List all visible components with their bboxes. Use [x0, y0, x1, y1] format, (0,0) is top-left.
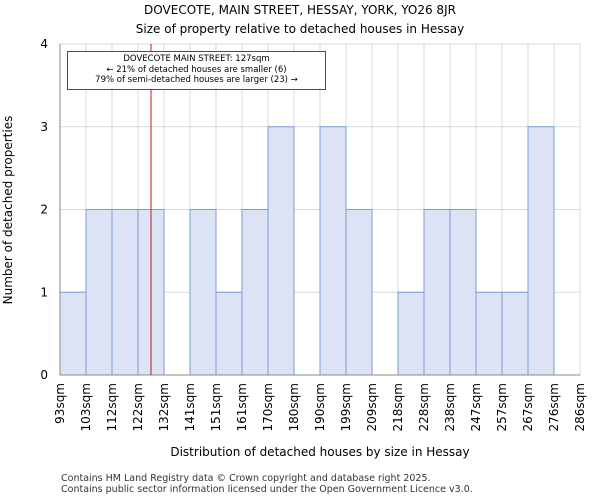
bar — [189, 209, 217, 376]
x-tick-label: 93sqm — [53, 383, 67, 424]
x-tick-label: 180sqm — [287, 383, 301, 431]
footer-licence: Contains public sector information licen… — [61, 484, 473, 495]
chart-subtitle: Size of property relative to detached ho… — [135, 22, 465, 36]
x-tick-label: 132sqm — [157, 383, 171, 431]
x-tick-label: 228sqm — [417, 383, 431, 431]
bar — [59, 291, 87, 376]
x-tick-label: 257sqm — [495, 383, 509, 431]
bar — [319, 126, 347, 376]
annotation-line-2: ← 21% of detached houses are smaller (6) — [106, 64, 287, 75]
bar — [449, 209, 477, 376]
x-tick-label: 170sqm — [261, 383, 275, 431]
x-tick-label: 247sqm — [469, 383, 483, 431]
bar — [85, 209, 113, 376]
bar — [345, 209, 373, 376]
y-tick-label: 0 — [40, 368, 48, 382]
x-tick-label: 218sqm — [391, 383, 405, 431]
bar — [397, 291, 425, 376]
annotation-line-1: DOVECOTE MAIN STREET: 127sqm — [123, 54, 270, 64]
marker-annotation-box: DOVECOTE MAIN STREET: 127sqm ← 21% of de… — [67, 51, 326, 90]
x-tick-label: 151sqm — [209, 383, 223, 431]
x-tick-label: 267sqm — [521, 383, 535, 431]
y-tick-label: 2 — [40, 203, 48, 217]
y-tick-label: 4 — [40, 37, 48, 51]
x-tick-label: 112sqm — [105, 383, 119, 431]
x-tick-label: 122sqm — [131, 383, 145, 431]
bar — [527, 126, 555, 376]
footer-copyright: Contains HM Land Registry data © Crown c… — [61, 473, 431, 484]
bar — [501, 291, 529, 376]
bar — [241, 209, 269, 376]
chart-title: DOVECOTE, MAIN STREET, HESSAY, YORK, YO2… — [144, 3, 456, 17]
x-axis-label: Distribution of detached houses by size … — [170, 445, 470, 459]
x-tick-label: 238sqm — [443, 383, 457, 431]
x-tick-label: 199sqm — [339, 383, 353, 431]
x-tick-label: 276sqm — [547, 383, 561, 431]
bar — [475, 291, 503, 376]
bar — [111, 209, 139, 376]
y-tick-label: 1 — [40, 285, 48, 299]
x-tick-label: 141sqm — [183, 383, 197, 431]
y-axis-label: Number of detached properties — [1, 115, 15, 305]
bar — [215, 291, 243, 376]
bar — [423, 209, 451, 376]
y-tick-label: 3 — [40, 120, 48, 134]
x-tick-label: 190sqm — [313, 383, 327, 431]
x-tick-label: 286sqm — [573, 383, 587, 431]
annotation-line-3: 79% of semi-detached houses are larger (… — [95, 75, 298, 85]
x-tick-label: 103sqm — [79, 383, 93, 431]
x-tick-label: 161sqm — [235, 383, 249, 431]
bar — [267, 126, 295, 376]
x-tick-label: 209sqm — [365, 383, 379, 431]
